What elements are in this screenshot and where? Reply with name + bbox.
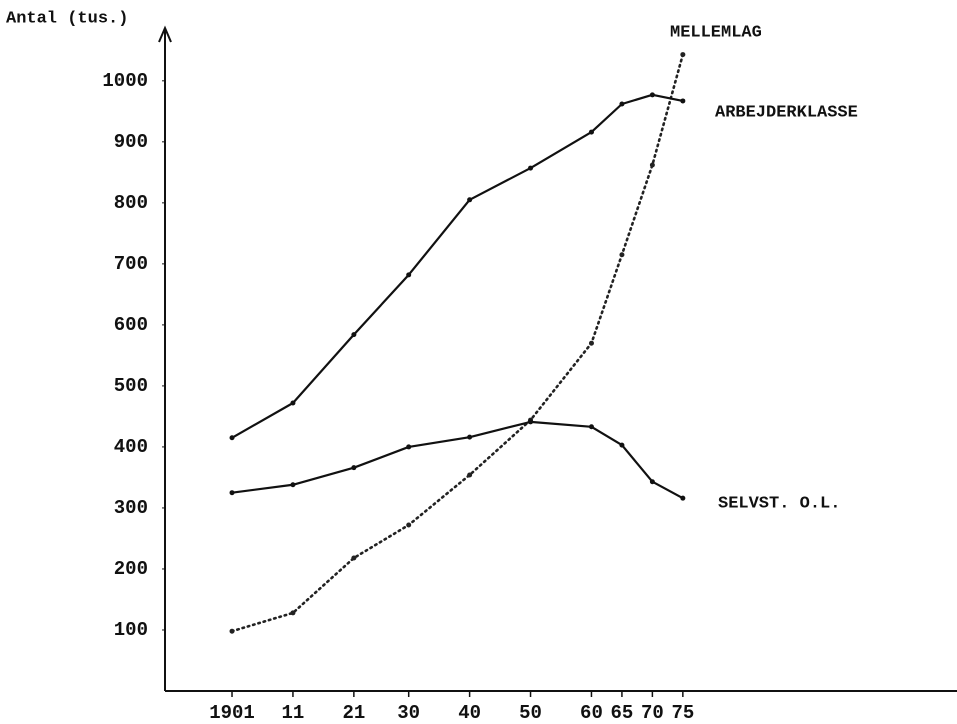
x-tick-label: 21 xyxy=(342,702,365,724)
data-point xyxy=(406,444,412,450)
y-tick-label: 900 xyxy=(114,131,148,153)
series-label: ARBEJDERKLASSE xyxy=(715,103,858,122)
data-point xyxy=(467,197,473,203)
data-point xyxy=(528,419,534,425)
series-label: SELVST. O.L. xyxy=(718,494,840,513)
data-point xyxy=(467,472,473,478)
y-tick-label: 600 xyxy=(114,314,148,336)
x-tick-label: 11 xyxy=(282,702,305,724)
y-tick-label: 500 xyxy=(114,375,148,397)
x-tick-label: 30 xyxy=(397,702,420,724)
data-point xyxy=(290,400,296,406)
data-point xyxy=(229,435,235,441)
data-point xyxy=(406,272,412,278)
data-point xyxy=(680,98,686,104)
y-tick-label: 800 xyxy=(114,192,148,214)
data-point xyxy=(229,490,235,496)
x-tick-label: 70 xyxy=(641,702,664,724)
data-point xyxy=(649,92,655,98)
data-point xyxy=(528,165,534,171)
series-line xyxy=(231,93,684,439)
data-point xyxy=(290,482,296,488)
x-tick-label: 65 xyxy=(611,702,634,724)
series-line xyxy=(230,53,685,633)
x-tick-label: 60 xyxy=(580,702,603,724)
data-point xyxy=(351,332,357,338)
data-point xyxy=(680,52,686,58)
y-tick-label: 200 xyxy=(114,558,148,580)
x-tick-label: 40 xyxy=(458,702,481,724)
data-point xyxy=(290,610,296,616)
data-point xyxy=(619,442,625,448)
data-point xyxy=(649,162,655,168)
y-tick-label: 400 xyxy=(114,436,148,458)
data-point xyxy=(229,628,235,634)
x-tick-label: 75 xyxy=(671,702,694,724)
y-tick-label: 700 xyxy=(114,253,148,275)
data-point xyxy=(619,252,625,258)
data-point xyxy=(351,465,357,471)
data-point xyxy=(649,479,655,485)
series-label: MELLEMLAG xyxy=(670,23,762,42)
x-tick-label: 50 xyxy=(519,702,542,724)
series-line xyxy=(231,420,684,500)
data-point xyxy=(588,340,594,346)
data-point xyxy=(619,101,625,107)
y-axis-label: Antal (tus.) xyxy=(6,9,128,28)
data-point xyxy=(351,555,357,561)
data-point xyxy=(467,434,473,440)
y-tick-label: 300 xyxy=(114,497,148,519)
y-tick-label: 100 xyxy=(114,619,148,641)
y-axis-arrow xyxy=(158,25,172,43)
data-point xyxy=(680,495,686,501)
x-tick-label: 1901 xyxy=(209,702,255,724)
y-tick-label: 1000 xyxy=(102,70,148,92)
data-point xyxy=(588,129,594,135)
data-point xyxy=(406,522,412,528)
data-point xyxy=(588,424,594,430)
